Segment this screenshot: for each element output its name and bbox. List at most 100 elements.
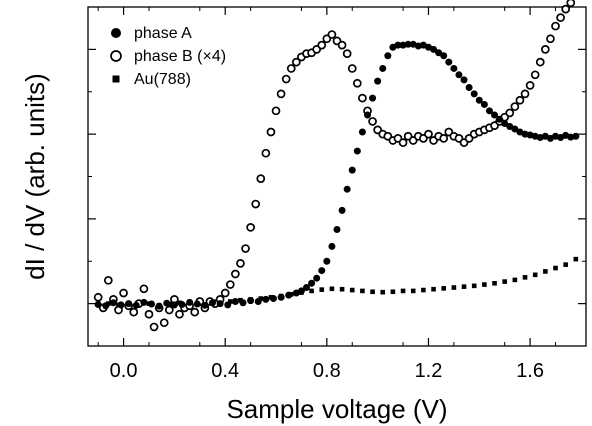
data-point (225, 280, 235, 289)
x-axis-ticks (97, 7, 557, 346)
series-2 (95, 256, 579, 308)
data-point (525, 81, 535, 90)
data-point (485, 107, 493, 115)
data-point (512, 277, 518, 283)
data-point (317, 40, 327, 50)
data-point (572, 132, 580, 140)
data-point (535, 57, 545, 67)
data-point (546, 34, 555, 44)
data-point (170, 301, 178, 309)
data-point (155, 302, 163, 310)
data-point (103, 275, 113, 285)
x-tick-label: 0.8 (313, 360, 341, 382)
data-point (186, 298, 194, 306)
legend-marker (111, 28, 121, 38)
data-point (220, 288, 230, 298)
data-point (216, 300, 224, 308)
data-point (374, 77, 382, 85)
data-point (522, 275, 528, 280)
data-point (117, 301, 125, 309)
data-point (431, 286, 436, 292)
data-point (530, 70, 540, 80)
data-point (343, 185, 351, 193)
data-point (139, 284, 149, 294)
data-point (164, 305, 174, 315)
data-point (358, 128, 366, 136)
data-point (318, 267, 326, 275)
legend-item: phase B (×4) (110, 48, 226, 65)
data-point (368, 117, 377, 126)
data-point (556, 13, 565, 22)
data-point (363, 111, 371, 119)
data-point (132, 301, 140, 309)
legend: phase A phase B (×4) Au(788) (110, 25, 226, 88)
data-point (193, 300, 201, 308)
data-point (129, 307, 139, 317)
data-point (125, 300, 133, 308)
series-0 (94, 40, 580, 310)
data-point (511, 125, 519, 133)
data-point (303, 284, 311, 292)
data-point (352, 78, 362, 88)
data-point (491, 111, 499, 119)
data-point (313, 274, 321, 282)
x-tick-label: 1.6 (516, 360, 544, 382)
data-point (231, 298, 239, 306)
data-point (254, 298, 262, 306)
data-point (258, 296, 264, 301)
data-point (285, 291, 293, 299)
data-point (247, 297, 255, 305)
data-point (348, 166, 356, 174)
data-point (276, 89, 286, 99)
data-point (465, 84, 473, 92)
data-point (140, 298, 148, 306)
data-point (308, 279, 316, 287)
data-point (441, 286, 447, 291)
data-point (561, 4, 571, 14)
data-point (163, 299, 171, 307)
data-point (261, 148, 271, 158)
data-point (347, 64, 357, 73)
data-point (329, 286, 335, 292)
data-point (573, 256, 579, 262)
data-point (339, 286, 345, 292)
x-tick-label: 0.4 (211, 360, 239, 382)
data-point (435, 49, 443, 57)
data-point (144, 309, 154, 319)
data-point (501, 120, 509, 128)
data-point (470, 90, 478, 98)
data-point (430, 45, 438, 53)
data-point (271, 106, 281, 116)
data-point (209, 299, 216, 307)
data-point (563, 262, 568, 267)
data-point (251, 199, 261, 209)
data-point (520, 89, 530, 99)
data-point (342, 49, 352, 58)
data-point (327, 30, 337, 39)
data-point (471, 283, 477, 289)
data-point (277, 293, 285, 301)
legend-item: Au(788) (112, 71, 191, 88)
y-axis-ticks (88, 6, 586, 347)
data-point (440, 52, 448, 60)
x-tick-label: 1.2 (415, 360, 443, 382)
data-point (502, 279, 507, 284)
data-point (475, 96, 483, 104)
data-point (178, 300, 186, 308)
data-point (102, 302, 110, 310)
data-point (333, 225, 341, 233)
plot-area (87, 0, 587, 347)
data-point (323, 257, 331, 265)
data-point (224, 301, 232, 309)
data-point (358, 93, 367, 103)
data-point (543, 269, 548, 274)
data-point (175, 309, 184, 319)
data-point (496, 115, 504, 123)
legend-label: phase A (134, 25, 192, 42)
data-point (394, 41, 402, 49)
legend-marker (110, 50, 122, 62)
data-point (482, 282, 487, 287)
series-layer (93, 0, 580, 332)
data-point (236, 259, 245, 268)
